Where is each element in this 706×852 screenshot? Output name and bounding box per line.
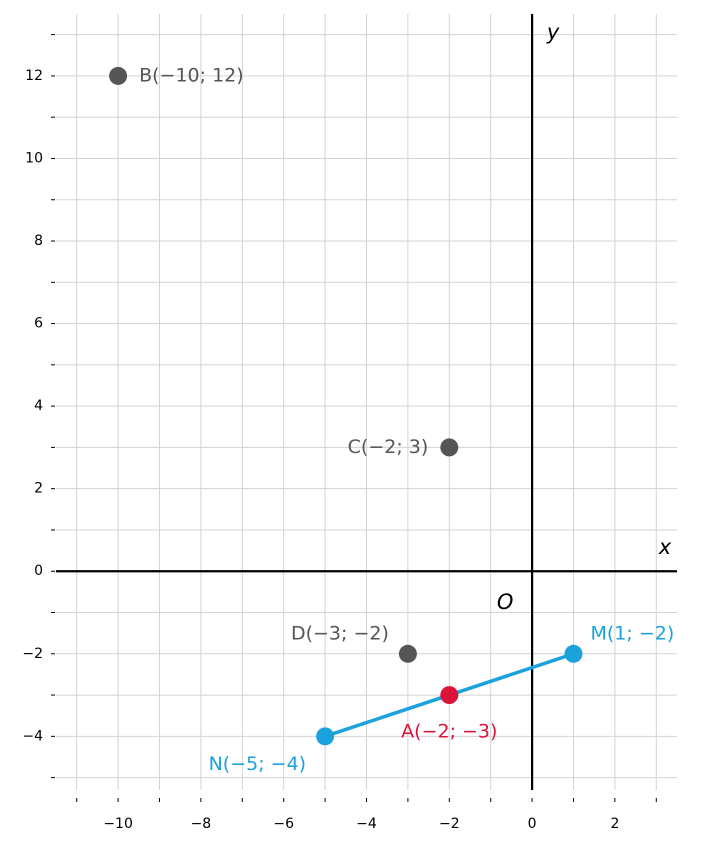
x-axis-label: x	[658, 535, 672, 559]
point-label: N(−5; −4)	[209, 753, 307, 775]
point-label: C(−2; 3)	[348, 436, 429, 458]
y-tick-label: 12	[25, 68, 43, 84]
point	[440, 438, 459, 457]
marks: B(−10; 12) C(−2; 3) D(−3; −2) M(1; −2) N(−5;…	[109, 64, 675, 775]
x-tick-label: −4	[356, 816, 377, 832]
x-tick-label: −8	[191, 816, 212, 832]
origin-label: O	[497, 590, 514, 614]
x-tick-label: −6	[273, 816, 294, 832]
point-label: A(−2; −3)	[401, 721, 497, 743]
grid	[56, 14, 677, 790]
point	[398, 644, 417, 663]
y-tick-label: 2	[34, 481, 43, 497]
x-tick-label: −2	[439, 816, 460, 832]
y-tick-label: 0	[34, 563, 43, 579]
y-axis-label: y	[546, 20, 560, 44]
point-label: M(1; −2)	[591, 622, 675, 644]
y-tick-label: 4	[34, 398, 43, 414]
x-tick-label: 2	[610, 816, 619, 832]
point	[440, 686, 459, 705]
point	[109, 66, 128, 85]
point	[564, 644, 583, 663]
y-tick-label: −4	[22, 728, 43, 744]
y-tick-label: −2	[22, 646, 43, 662]
x-tick-label: 0	[528, 816, 537, 832]
point-label: D(−3; −2)	[291, 622, 389, 644]
point-label: B(−10; 12)	[139, 64, 244, 86]
point	[316, 727, 335, 746]
x-tick-label: −10	[103, 816, 133, 832]
y-tick-label: 8	[34, 233, 43, 249]
y-tick-label: 6	[34, 316, 43, 332]
y-tick-label: 10	[25, 150, 43, 166]
axes: −10 −8 −6 −4 −2 0 2 −4 −2 0 2 4 6 8 10 12 x y O	[22, 14, 677, 832]
